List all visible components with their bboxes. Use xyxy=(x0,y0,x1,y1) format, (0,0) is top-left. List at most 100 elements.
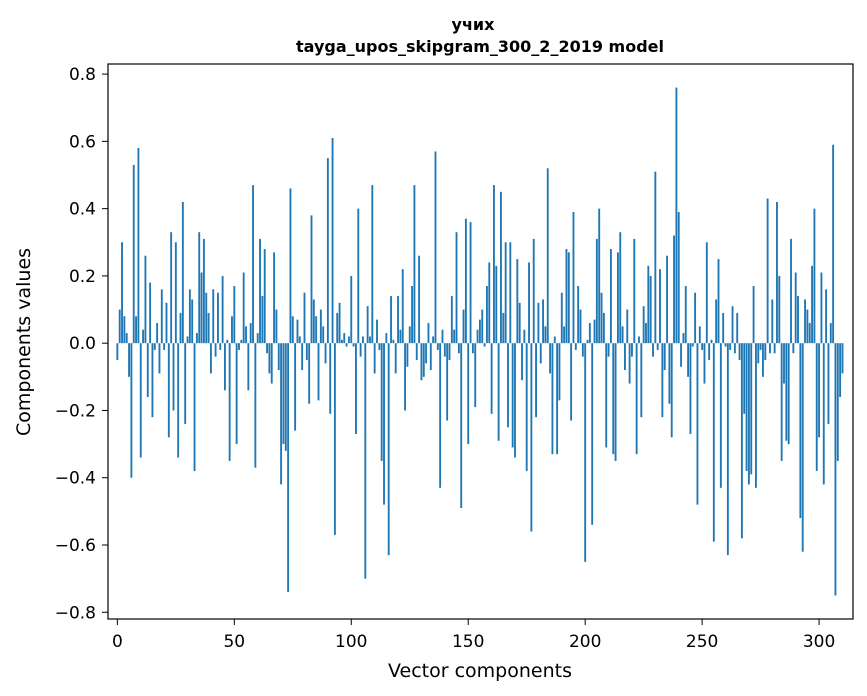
bar-component-84 xyxy=(312,299,315,344)
bar-component-267 xyxy=(740,343,743,539)
bar-component-262 xyxy=(729,343,732,350)
bar-component-234 xyxy=(663,343,666,371)
bar-component-213 xyxy=(614,343,617,461)
bar-component-185 xyxy=(549,343,552,374)
bar-component-187 xyxy=(553,336,556,344)
bar-component-25 xyxy=(174,242,177,344)
bar-component-209 xyxy=(605,343,608,448)
bar-component-37 xyxy=(202,238,205,344)
bar-component-106 xyxy=(364,343,367,579)
bar-component-40 xyxy=(209,343,212,374)
bar-component-304 xyxy=(827,343,830,424)
bar-component-39 xyxy=(207,312,210,344)
bar-component-124 xyxy=(406,343,409,367)
bar-component-256 xyxy=(715,299,718,344)
bar-component-263 xyxy=(731,306,734,344)
bar-component-310 xyxy=(841,343,844,374)
bar-component-238 xyxy=(673,235,675,344)
bar-component-54 xyxy=(242,272,245,344)
x-tick-label: 200 xyxy=(569,632,601,652)
bar-component-112 xyxy=(378,343,381,350)
bar-component-193 xyxy=(567,252,570,344)
bar-component-228 xyxy=(649,275,652,344)
y-tick-label: 0.8 xyxy=(69,65,96,85)
bar-component-272 xyxy=(752,286,755,344)
y-tick-label: 0.0 xyxy=(69,334,96,354)
bar-component-140 xyxy=(443,343,446,357)
bar-component-229 xyxy=(652,343,654,357)
y-axis-label: Components values xyxy=(13,248,35,436)
y-tick-label: −0.8 xyxy=(55,603,96,623)
bar-component-50 xyxy=(233,286,236,344)
bar-component-115 xyxy=(385,333,388,344)
bar-component-49 xyxy=(231,316,233,344)
y-tick-label: −0.2 xyxy=(55,401,96,421)
bar-component-277 xyxy=(764,343,767,360)
bar-component-162 xyxy=(495,265,498,344)
bar-component-159 xyxy=(488,262,491,344)
bar-component-222 xyxy=(635,343,638,455)
bar-component-6 xyxy=(130,343,133,478)
bar-component-43 xyxy=(217,292,219,344)
bar-component-48 xyxy=(228,343,231,461)
x-axis-ticks: 0 50 100 150 200 250 300 xyxy=(112,619,835,652)
bar-component-77 xyxy=(296,319,299,344)
bar-component-82 xyxy=(308,343,311,404)
bar-component-188 xyxy=(556,343,559,455)
bar-component-31 xyxy=(188,289,191,344)
bar-component-242 xyxy=(682,333,685,344)
bar-component-164 xyxy=(500,191,502,344)
bar-component-216 xyxy=(621,326,624,344)
bar-component-247 xyxy=(694,292,697,344)
bar-component-182 xyxy=(542,299,545,344)
bar-component-120 xyxy=(397,296,399,344)
bar-component-270 xyxy=(747,343,750,485)
bar-component-131 xyxy=(422,343,425,377)
plot-area-frame xyxy=(107,63,854,620)
bar-component-152 xyxy=(471,343,474,354)
bar-component-157 xyxy=(483,343,486,347)
bar-component-65 xyxy=(268,343,271,374)
bar-component-11 xyxy=(142,329,145,344)
bar-component-2 xyxy=(121,242,123,344)
bar-component-76 xyxy=(294,343,297,431)
bar-component-200 xyxy=(584,343,587,562)
bar-component-145 xyxy=(455,232,458,344)
bar-component-81 xyxy=(305,343,308,360)
bar-component-60 xyxy=(256,333,259,344)
bar-component-305 xyxy=(829,323,832,344)
bar-component-26 xyxy=(177,343,180,458)
bar-component-275 xyxy=(759,343,762,350)
bar-component-258 xyxy=(719,343,722,488)
bar-component-290 xyxy=(794,272,797,344)
bar-component-22 xyxy=(167,343,170,438)
bar-component-146 xyxy=(457,343,460,354)
bar-component-232 xyxy=(659,269,661,344)
bar-component-135 xyxy=(432,336,435,344)
bar-component-295 xyxy=(806,309,809,344)
bar-component-224 xyxy=(640,343,643,418)
bar-component-1 xyxy=(118,309,121,344)
bar-component-286 xyxy=(785,343,788,441)
bar-component-281 xyxy=(773,343,776,354)
bar-component-34 xyxy=(195,333,198,344)
bar-component-266 xyxy=(738,343,741,360)
bar-component-301 xyxy=(820,272,823,344)
bar-component-127 xyxy=(413,185,416,344)
bar-component-293 xyxy=(801,343,804,552)
bar-component-105 xyxy=(362,336,364,344)
y-tick-label: 0.2 xyxy=(69,267,96,287)
bar-component-236 xyxy=(668,343,671,404)
bar-component-264 xyxy=(733,343,736,354)
y-tick-label: 0.6 xyxy=(69,132,96,152)
x-tick-label: 100 xyxy=(335,632,367,652)
bar-component-101 xyxy=(352,343,355,347)
bar-component-95 xyxy=(338,302,341,344)
bar-component-175 xyxy=(525,343,528,471)
bar-component-196 xyxy=(574,343,577,350)
chart-subtitle: tayga_upos_skipgram_300_2_2019 model xyxy=(296,37,664,56)
x-tick-label: 300 xyxy=(803,632,835,652)
bar-component-44 xyxy=(219,343,222,350)
bar-component-55 xyxy=(245,326,247,344)
